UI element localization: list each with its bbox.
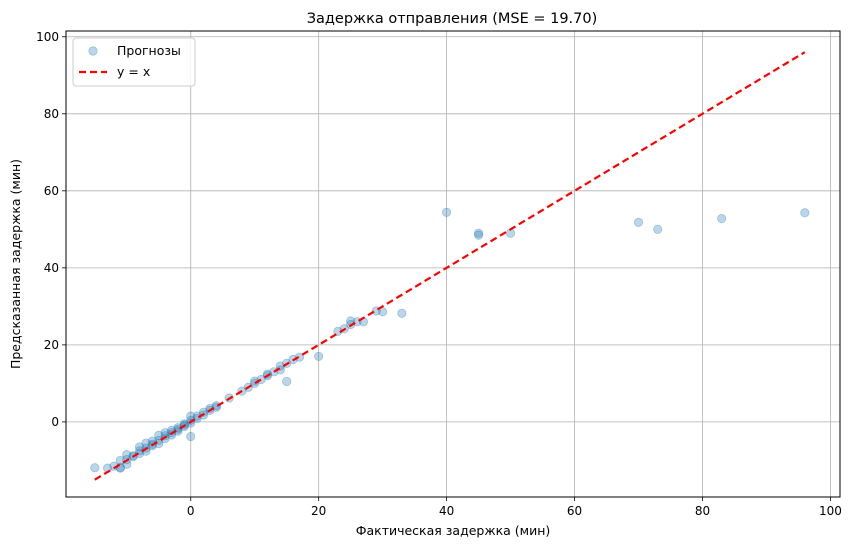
plot-frame bbox=[65, 30, 841, 498]
scatter-point bbox=[211, 401, 221, 411]
grid-lines bbox=[66, 31, 840, 497]
scatter-point bbox=[186, 411, 196, 421]
scatter-point bbox=[122, 450, 132, 460]
legend-label-scatter: Прогнозы bbox=[117, 43, 181, 58]
y-tick-label: 0 bbox=[51, 415, 59, 429]
scatter-point bbox=[653, 224, 663, 234]
scatter-point bbox=[633, 217, 644, 228]
x-tick-label: 20 bbox=[311, 504, 326, 518]
x-axis-ticks: 0 20 40 60 80 100 bbox=[187, 497, 842, 518]
scatter-point bbox=[154, 430, 164, 440]
scatter-point bbox=[141, 438, 151, 448]
x-tick-label: 0 bbox=[187, 504, 195, 518]
scatter-point bbox=[90, 463, 100, 473]
scatter-point bbox=[294, 352, 305, 362]
y-tick-label: 80 bbox=[44, 107, 59, 121]
x-tick-label: 40 bbox=[439, 504, 454, 518]
x-tick-label: 60 bbox=[567, 504, 582, 518]
scatter-points bbox=[90, 207, 810, 473]
y-tick-label: 20 bbox=[44, 338, 59, 352]
scatter-point bbox=[473, 230, 484, 240]
chart-title: Задержка отправления (MSE = 19.70) bbox=[307, 11, 598, 27]
scatter-point bbox=[282, 376, 292, 387]
legend-marker-scatter bbox=[88, 46, 98, 56]
scatter-point bbox=[717, 213, 727, 224]
y-tick-label: 40 bbox=[44, 261, 59, 275]
scatter-point bbox=[115, 455, 125, 466]
reference-lines bbox=[94, 51, 806, 481]
scatter-point bbox=[186, 431, 196, 442]
x-axis-label: Фактическая задержка (мин) bbox=[356, 523, 551, 538]
y-axis-label: Предсказанная задержка (мин) bbox=[8, 159, 23, 369]
y-tick-label: 60 bbox=[44, 184, 59, 198]
y-axis-ticks: 0 20 40 60 80 100 bbox=[36, 30, 66, 429]
legend-label-line: y = x bbox=[117, 64, 150, 79]
scatter-point bbox=[134, 448, 145, 459]
identity-line bbox=[94, 51, 806, 481]
scatter-point bbox=[442, 207, 452, 217]
x-tick-label: 100 bbox=[819, 504, 842, 518]
scatter-point bbox=[800, 208, 810, 218]
scatter-point bbox=[314, 351, 324, 362]
legend: Прогнозы y = x bbox=[72, 37, 196, 87]
scatter-point bbox=[134, 442, 145, 452]
scatter-point bbox=[473, 228, 484, 238]
y-tick-label: 100 bbox=[36, 30, 59, 44]
x-tick-label: 80 bbox=[695, 504, 710, 518]
scatter-point bbox=[397, 308, 407, 318]
legend-box bbox=[72, 37, 196, 87]
